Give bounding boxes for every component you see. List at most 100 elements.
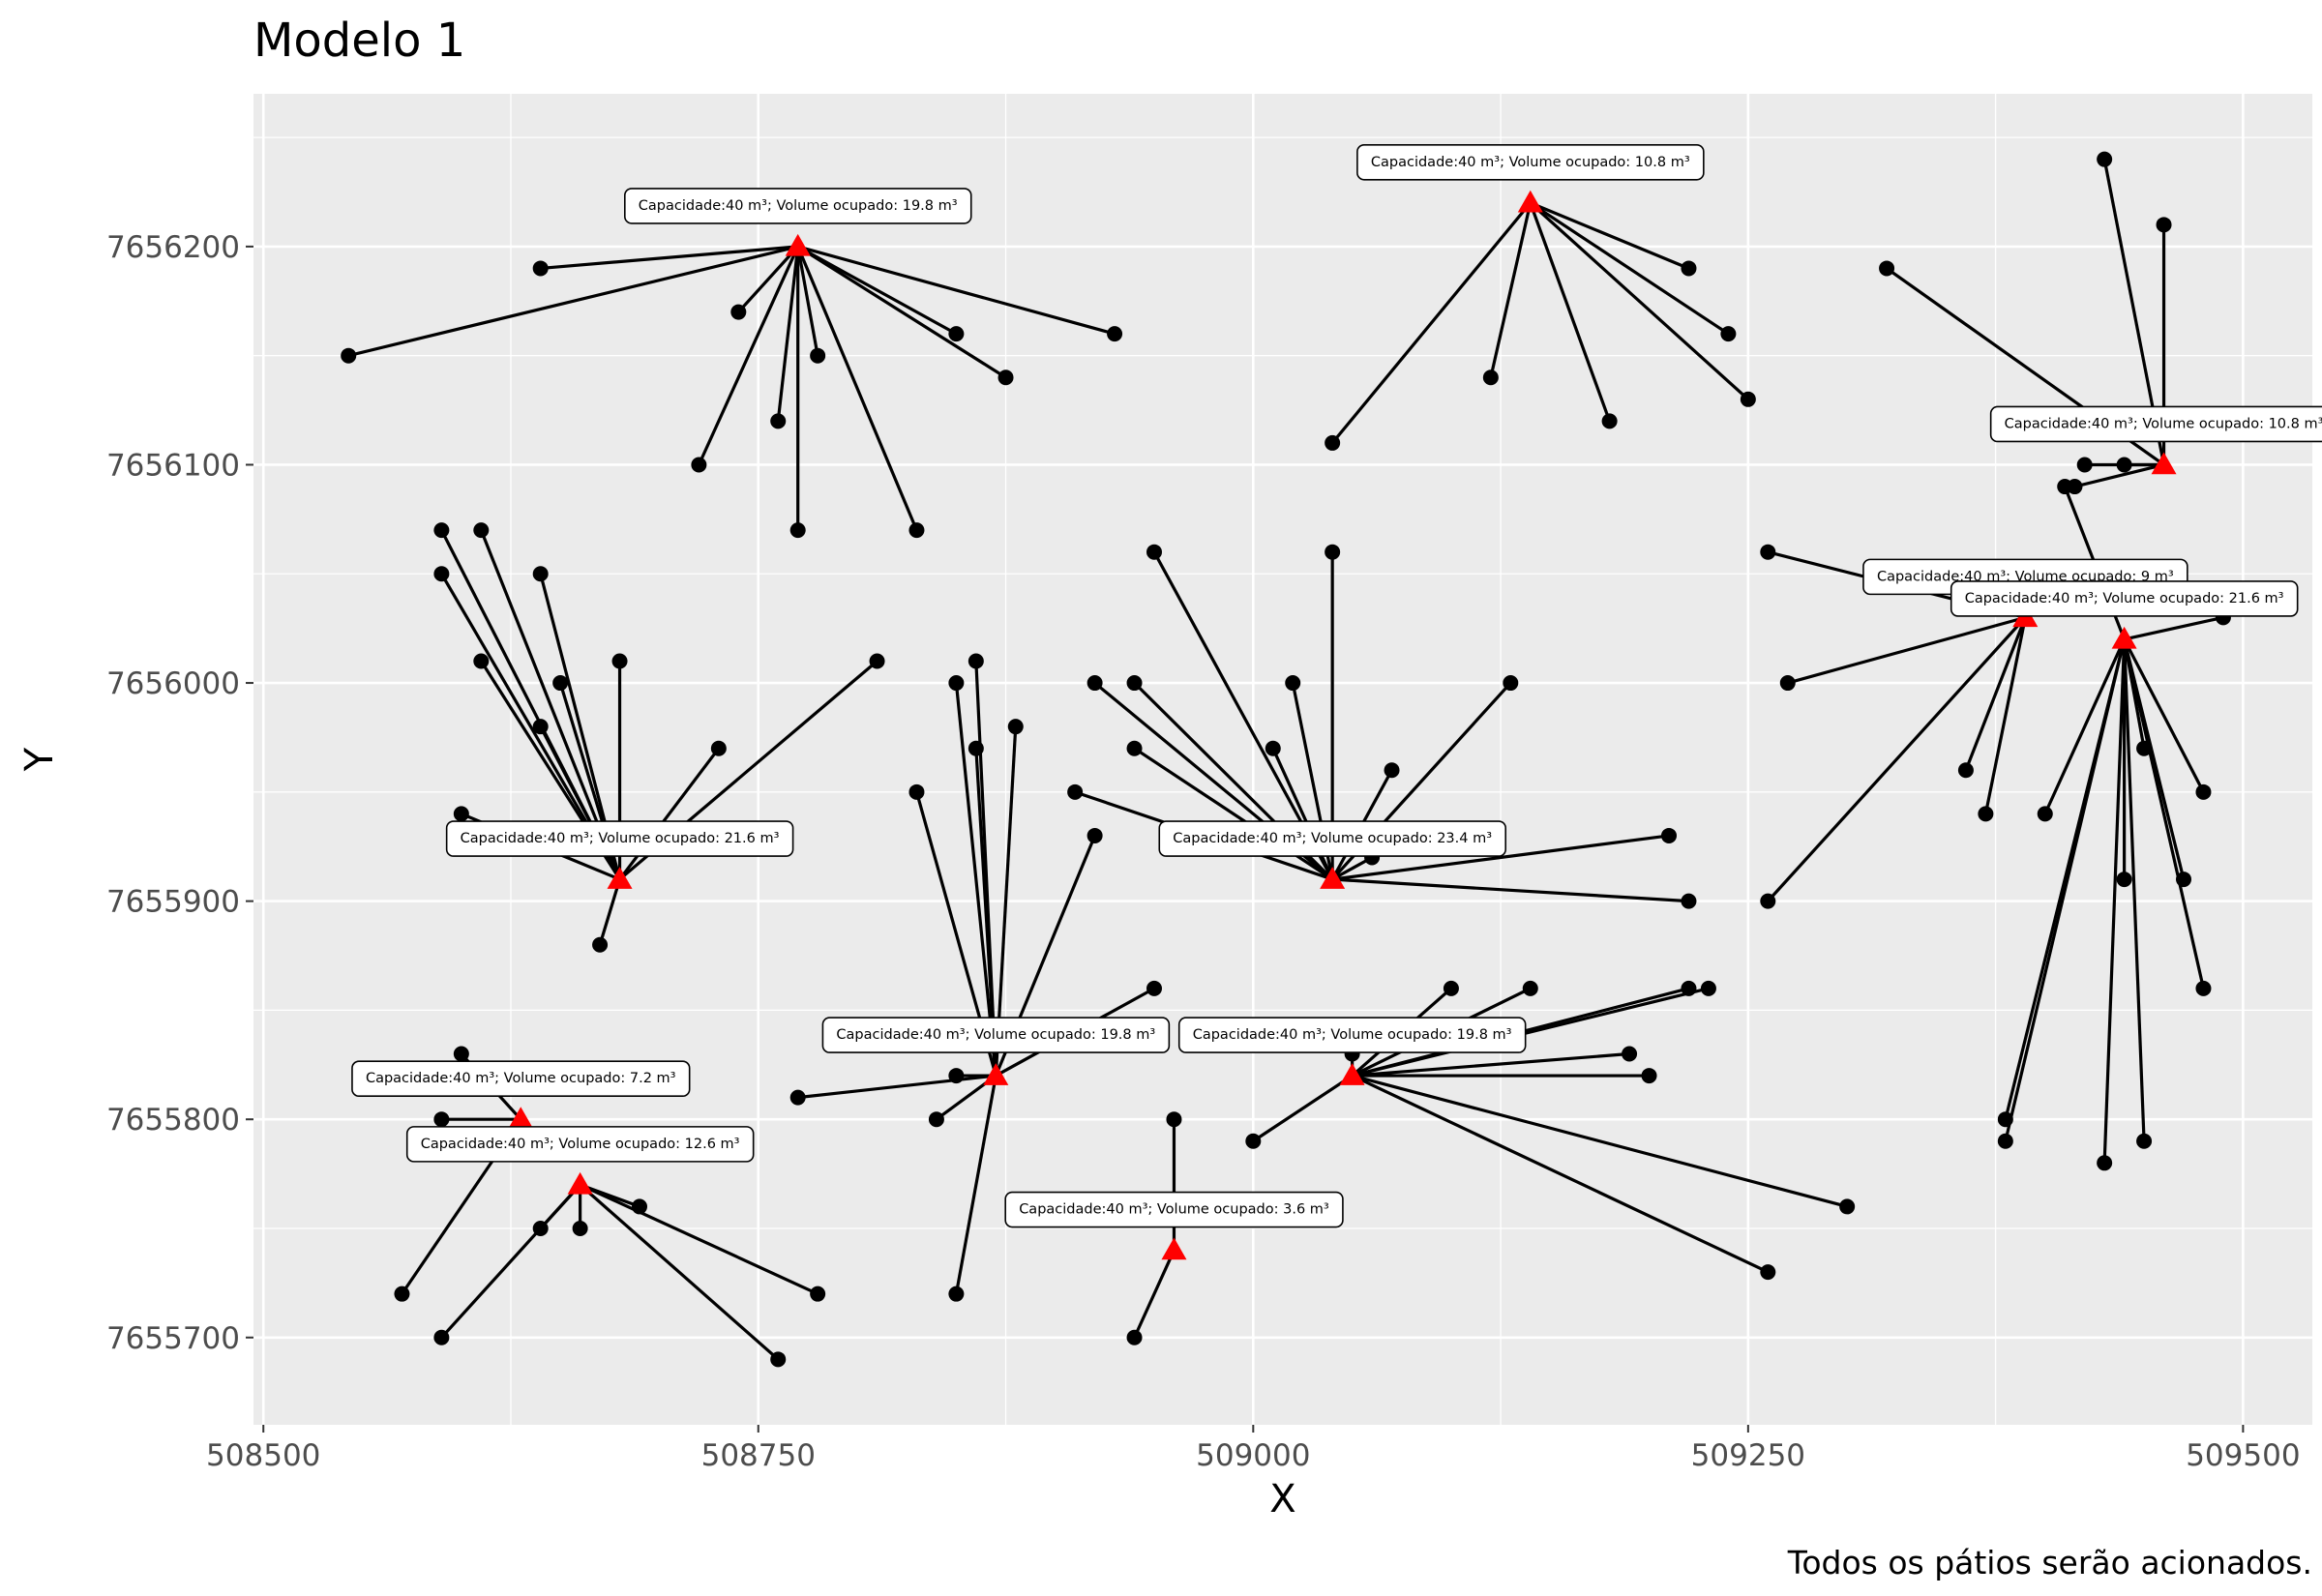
source-point bbox=[1384, 762, 1400, 779]
source-point bbox=[1265, 740, 1281, 756]
source-point bbox=[948, 675, 965, 692]
assignment-line bbox=[1352, 1074, 1848, 1208]
yard-label-text: Capacidade:40 m³; Volume ocupado: 10.8 m… bbox=[2005, 416, 2322, 431]
source-point bbox=[1146, 544, 1162, 560]
yard-label-box bbox=[624, 188, 972, 224]
assignment-line bbox=[1529, 202, 1612, 422]
assignment-line bbox=[796, 246, 819, 356]
source-point bbox=[611, 653, 628, 669]
source-point bbox=[1760, 1264, 1776, 1281]
source-point bbox=[928, 1111, 944, 1128]
assignment-line bbox=[1352, 1051, 1630, 1078]
source-point bbox=[552, 675, 569, 692]
yard-marker bbox=[567, 1171, 593, 1195]
source-point bbox=[1126, 1329, 1143, 1345]
chart-caption: Todos os pátios serão acionados. bbox=[1787, 1544, 2312, 1581]
assignment-line bbox=[1330, 201, 1533, 444]
yard-label-box bbox=[1158, 820, 1507, 857]
x-tick-label: 509500 bbox=[2186, 1438, 2300, 1473]
source-point bbox=[592, 936, 609, 953]
yard-label: Capacidade:40 m³; Volume ocupado: 21.6 m… bbox=[1950, 580, 2299, 617]
source-point bbox=[1839, 1198, 1856, 1215]
yard-label-text: Capacidade:40 m³; Volume ocupado: 12.6 m… bbox=[421, 1137, 740, 1152]
assignment-line bbox=[1252, 1074, 1354, 1143]
source-point bbox=[1740, 391, 1756, 407]
yard-label: Capacidade:40 m³; Volume ocupado: 21.6 m… bbox=[445, 820, 794, 857]
yard-marker bbox=[508, 1107, 534, 1129]
assignment-line bbox=[2074, 462, 2164, 488]
yard-label: Capacidade:40 m³; Volume ocupado: 12.6 m… bbox=[405, 1126, 755, 1163]
yard-marker bbox=[1339, 1063, 1365, 1085]
yard-label-text: Capacidade:40 m³; Volume ocupado: 23.4 m… bbox=[1173, 831, 1492, 846]
assignment-line bbox=[1332, 877, 1689, 903]
source-point bbox=[1285, 675, 1301, 692]
assignment-line bbox=[796, 246, 918, 531]
source-point bbox=[1166, 1111, 1182, 1128]
assignment-line bbox=[1983, 617, 2027, 814]
assignment-line bbox=[737, 245, 799, 313]
yard-label-box bbox=[405, 1126, 755, 1163]
yard-label: Capacidade:40 m³; Volume ocupado: 23.4 m… bbox=[1158, 820, 1507, 857]
x-axis: 508500 508750 509000 509250 509500 bbox=[206, 1425, 2301, 1473]
assignment-line bbox=[1351, 1074, 1769, 1274]
yard-label-text: Capacidade:40 m³; Volume ocupado: 3.6 m³ bbox=[1019, 1202, 1329, 1218]
assignment-line bbox=[2123, 638, 2206, 990]
assignment-line bbox=[1529, 201, 1749, 400]
source-point bbox=[948, 1068, 965, 1084]
y-tick-label: 7655800 bbox=[106, 1103, 240, 1138]
assignment-line bbox=[797, 245, 1116, 336]
assignment-line bbox=[2102, 638, 2127, 1164]
y-tick-label: 7656100 bbox=[106, 448, 240, 483]
source-point bbox=[2195, 783, 2212, 800]
yard-label-text: Capacidade:40 m³; Volume ocupado: 19.8 m… bbox=[639, 198, 958, 214]
yard-label: Capacidade:40 m³; Volume ocupado: 10.8 m… bbox=[1356, 143, 1705, 181]
source-point bbox=[1087, 675, 1103, 692]
y-tick-label: 7655900 bbox=[106, 885, 240, 920]
source-point bbox=[1087, 827, 1103, 843]
assignment-line bbox=[1133, 747, 1334, 881]
source-point bbox=[1522, 980, 1538, 996]
source-point bbox=[2037, 806, 2053, 822]
source-point bbox=[532, 1220, 549, 1236]
assignment-line bbox=[1530, 201, 1690, 270]
yard-label-text: Capacidade:40 m³; Volume ocupado: 19.8 m… bbox=[836, 1027, 1155, 1043]
source-point bbox=[1126, 675, 1143, 692]
source-point bbox=[433, 566, 450, 582]
source-point bbox=[1879, 260, 1895, 277]
assignment-line bbox=[954, 682, 997, 1077]
source-point bbox=[770, 1351, 787, 1368]
source-point bbox=[2116, 872, 2132, 888]
source-point bbox=[2195, 980, 2212, 996]
assignment-line bbox=[347, 245, 799, 358]
assignment-line bbox=[796, 245, 958, 336]
assignment-line bbox=[796, 245, 1007, 379]
source-point bbox=[730, 304, 747, 320]
yard-label-box bbox=[821, 1017, 1171, 1053]
yard-label: Capacidade:40 m³; Volume ocupado: 3.6 m³ bbox=[1004, 1191, 1344, 1228]
assignment-line bbox=[2124, 615, 2224, 641]
yard-label-box bbox=[1950, 580, 2299, 617]
source-point bbox=[2076, 457, 2093, 473]
source-point bbox=[473, 522, 490, 539]
assignment-line bbox=[440, 1183, 581, 1339]
source-points bbox=[341, 151, 2231, 1368]
source-point bbox=[453, 806, 469, 822]
yard-label-box bbox=[1177, 1017, 1527, 1053]
major-gridlines bbox=[253, 94, 2312, 1425]
source-point bbox=[572, 1220, 588, 1236]
yard-marker bbox=[1161, 1237, 1187, 1260]
x-tick-label: 509250 bbox=[1691, 1438, 1805, 1473]
source-point bbox=[1622, 1046, 1638, 1062]
source-point bbox=[2156, 217, 2172, 233]
source-point bbox=[2097, 1155, 2113, 1171]
yard-marker bbox=[785, 233, 811, 256]
source-point bbox=[1007, 719, 1024, 735]
assignment-line bbox=[1352, 987, 1710, 1078]
yard-label-text: Capacidade:40 m³; Volume ocupado: 19.8 m… bbox=[1193, 1027, 1512, 1043]
source-point bbox=[789, 522, 806, 539]
yard-labels: Capacidade:40 m³; Volume ocupado: 19.8 m… bbox=[351, 143, 2322, 1228]
source-point bbox=[968, 653, 984, 669]
source-point bbox=[1957, 762, 1974, 779]
yard-label-text: Capacidade:40 m³; Volume ocupado: 7.2 m³ bbox=[366, 1071, 676, 1086]
